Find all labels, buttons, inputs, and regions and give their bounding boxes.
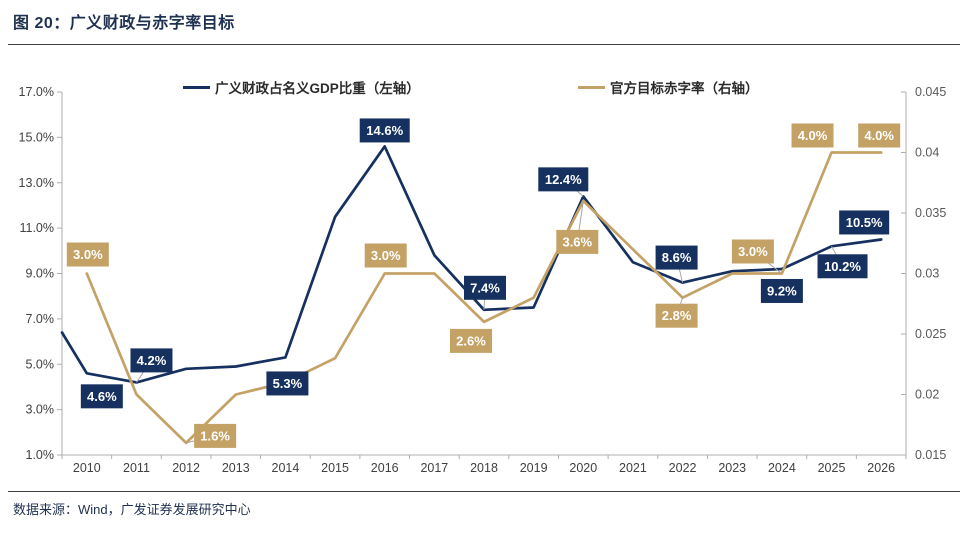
data-label-box <box>450 328 492 353</box>
data-label-box <box>194 423 237 448</box>
x-axis-tick-label: 2010 <box>73 461 101 475</box>
data-label-text: 3.0% <box>73 247 103 262</box>
x-axis-tick-label: 2016 <box>371 461 399 475</box>
data-label-text: 5.3% <box>273 376 303 391</box>
right-axis-tick-label: 0.03 <box>915 267 939 281</box>
left-axis-tick-label: 9.0% <box>26 267 55 281</box>
data-label-text: 10.5% <box>846 215 883 230</box>
x-axis-tick-label: 2021 <box>619 461 647 475</box>
data-label-text: 9.2% <box>767 283 797 298</box>
right-axis-tick-label: 0.02 <box>915 388 939 402</box>
data-label-text: 4.0% <box>798 128 828 143</box>
data-label-text: 7.4% <box>470 280 500 295</box>
data-label-text: 12.4% <box>545 172 582 187</box>
data-label-text: 8.6% <box>662 250 692 265</box>
right-axis-tick-label: 0.045 <box>915 85 946 99</box>
data-label-text: 2.6% <box>456 333 486 348</box>
legend-line-gold-icon <box>578 85 605 89</box>
right-axis-tick-label: 0.015 <box>915 448 946 462</box>
data-label-text: 3.6% <box>562 234 592 249</box>
x-axis-tick-label: 2012 <box>172 461 200 475</box>
x-axis-tick-label: 2023 <box>718 461 746 475</box>
left-axis-tick-label: 3.0% <box>26 403 55 417</box>
left-axis-tick-label: 13.0% <box>19 176 54 190</box>
data-label-text: 14.6% <box>366 123 403 138</box>
right-axis-tick-label: 0.035 <box>915 206 946 220</box>
left-axis-tick-label: 11.0% <box>19 221 54 235</box>
x-axis-tick-label: 2020 <box>569 461 597 475</box>
data-label-box <box>464 275 506 300</box>
left-axis-tick-label: 5.0% <box>26 357 55 371</box>
series-line-deficit-target <box>85 151 883 445</box>
left-axis-tick-label: 7.0% <box>26 312 55 326</box>
title-divider <box>8 44 960 45</box>
data-label-box <box>839 210 890 235</box>
data-label-text: 4.2% <box>137 353 167 368</box>
x-axis-tick-label: 2019 <box>520 461 548 475</box>
x-axis-tick-label: 2014 <box>272 461 300 475</box>
x-axis-tick-label: 2022 <box>669 461 697 475</box>
data-label-text: 2.8% <box>662 308 692 323</box>
data-label-box <box>538 167 589 192</box>
legend-label-deficit-target: 官方目标赤字率（右轴） <box>610 81 759 96</box>
data-label-box <box>858 123 901 148</box>
x-axis-tick-label: 2024 <box>768 461 796 475</box>
legend-item-broad-fiscal: 广义财政占名义GDP比重（左轴） <box>183 79 420 96</box>
data-label-box <box>66 242 109 267</box>
left-axis-tick-label: 1.0% <box>26 448 55 462</box>
x-axis-tick-label: 2017 <box>420 461 448 475</box>
data-label-box <box>359 118 410 143</box>
axes: 17.0% 15.0% 13.0% 11.0% 9.0% 7.0% 5.0% 3.0% 1.0%… <box>19 85 947 475</box>
legend-item-deficit-target: 官方目标赤字率（右轴） <box>578 79 759 96</box>
data-label-text: 1.6% <box>200 428 230 443</box>
x-axis-tick-label: 2026 <box>867 461 895 475</box>
data-label-box <box>556 229 599 254</box>
data-label-box <box>80 384 123 409</box>
x-axis-tick-label: 2011 <box>123 461 150 475</box>
data-label-text: 4.6% <box>87 389 117 404</box>
series-line-broad-fiscal <box>60 145 883 384</box>
left-axis-tick-label: 17.0% <box>19 85 54 99</box>
data-label-box <box>266 371 309 396</box>
figure-title: 图 20：广义财政与赤字率目标 <box>13 15 235 32</box>
x-axis-tick-label: 2018 <box>470 461 498 475</box>
data-label-box <box>655 303 698 328</box>
x-axis-tick-label: 2013 <box>222 461 250 475</box>
data-label-box <box>791 123 834 148</box>
data-label-box <box>655 245 698 270</box>
legend-line-navy-icon <box>183 85 210 89</box>
data-label-text: 4.0% <box>864 128 894 143</box>
data-label-box <box>731 239 774 264</box>
x-axis-tick-label: 2015 <box>321 461 349 475</box>
data-label-box <box>817 254 868 279</box>
data-label-text: 10.2% <box>824 259 861 274</box>
left-axis-tick-label: 15.0% <box>19 130 54 144</box>
bottom-divider <box>8 491 960 492</box>
data-label-text: 3.0% <box>371 248 401 263</box>
data-label-box <box>760 278 803 303</box>
legend-label-broad-fiscal: 广义财政占名义GDP比重（左轴） <box>215 81 420 96</box>
right-axis-tick-label: 0.025 <box>915 327 946 341</box>
data-labels: 3.0% 4.6% 4.2% 1.6% 5.3% 14.6% 3.0% 7.4% 2.6% 12.… <box>66 118 901 448</box>
x-axis-tick-label: 2025 <box>818 461 846 475</box>
source-note: 数据来源：Wind，广发证券发展研究中心 <box>13 502 251 517</box>
data-label-box <box>364 243 407 268</box>
data-label-box <box>130 348 173 373</box>
right-axis-tick-label: 0.04 <box>915 146 939 160</box>
data-label-text: 3.0% <box>738 244 768 259</box>
